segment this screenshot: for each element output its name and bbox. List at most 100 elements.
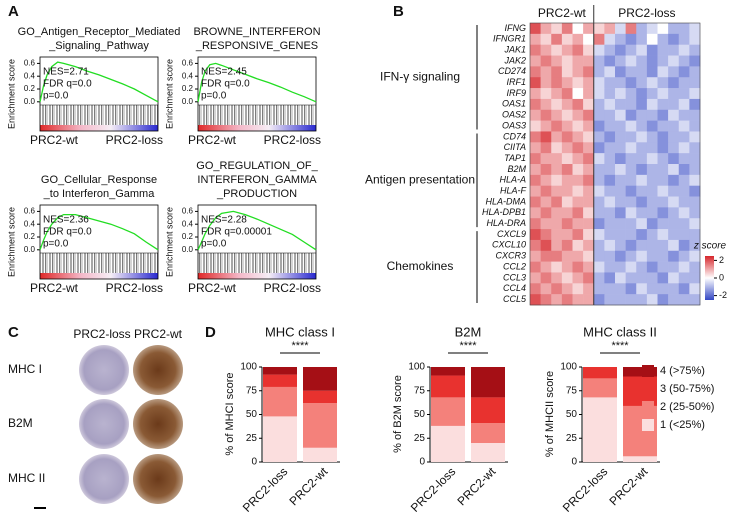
y-tick-label: 0.2 [24, 84, 36, 93]
heatmap-cell [583, 250, 595, 262]
hit-marks [40, 105, 158, 125]
colorbar-tick-label: 2 [719, 255, 724, 265]
heatmap-cell [604, 196, 616, 208]
heatmap-cell [615, 77, 626, 89]
heatmap-cell [668, 174, 680, 186]
bar-segment [303, 447, 337, 462]
heatmap-cell [572, 109, 584, 121]
gene-label: CXCR3 [495, 251, 526, 261]
heatmap-cell [583, 88, 595, 100]
plot-title: INTERFERON_GAMMA [197, 174, 317, 186]
heatmap-cell [540, 229, 552, 241]
heatmap-cell [668, 44, 680, 56]
heatmap-cell [540, 98, 552, 111]
bar-segment [303, 403, 337, 448]
heatmap-cell [530, 218, 541, 230]
heatmap-cell [530, 164, 541, 176]
heatmap-cell [657, 229, 669, 241]
y-tick-label: 100 [240, 362, 257, 373]
heatmap-cell [551, 239, 563, 252]
gene-label: IRF9 [506, 88, 526, 98]
ihc-image [79, 399, 129, 449]
heatmap-cell [668, 272, 680, 284]
heatmap-cell [572, 185, 584, 197]
heatmap-cell [561, 66, 573, 78]
y-axis-label: Enrichment score [164, 59, 174, 129]
heatmap-cell [561, 294, 573, 306]
heatmap-cell [572, 250, 584, 262]
heatmap-cell [572, 33, 584, 45]
y-axis-label: % of B2M score [392, 375, 404, 453]
heatmap-cell [572, 174, 584, 186]
gene-label: CIITA [504, 142, 526, 152]
heatmap-cell [625, 55, 637, 67]
y-tick-label: 100 [408, 362, 425, 373]
heatmap-cell [583, 142, 595, 154]
stat-annotation: FDR q=0.0 [43, 79, 92, 90]
heatmap-cell [615, 207, 626, 219]
heatmap-cell [551, 44, 563, 56]
heatmap-cell [615, 272, 626, 284]
heatmap-cell [551, 153, 563, 165]
heatmap-cell [583, 294, 595, 306]
heatmap-cell [657, 250, 669, 262]
heatmap-cell [689, 88, 701, 100]
heatmap-cell [668, 66, 680, 78]
heatmap-cell [636, 44, 648, 56]
heatmap-cell [689, 23, 701, 35]
column-group-label: PRC2-loss [618, 6, 675, 20]
y-axis-label: % of MHCI score [224, 372, 236, 455]
heatmap-cell [689, 272, 701, 284]
heatmap-cell [678, 174, 690, 186]
heatmap-cell [615, 164, 626, 176]
plot-title: _Signaling_Pathway [48, 40, 149, 52]
heatmap-cell [561, 109, 573, 121]
row-group-label: Antigen presentation [365, 172, 475, 186]
heatmap-cell [604, 98, 616, 111]
bar-segment [303, 367, 337, 391]
gene-label: OAS2 [502, 110, 526, 120]
heatmap-cell [668, 131, 680, 143]
heatmap-cell [646, 261, 658, 273]
legend-label: 4 (>75%) [660, 365, 705, 377]
heatmap-cell [593, 44, 605, 56]
heatmap-cell [551, 142, 563, 154]
heatmap-cell [625, 142, 637, 154]
colorbar-tick-label: 0 [719, 272, 724, 282]
heatmap-cell [689, 55, 701, 67]
heatmap-cell [678, 153, 690, 165]
heatmap-cell [540, 196, 552, 208]
heatmap-cell [604, 294, 616, 306]
ihc-row-label: MHC I [8, 362, 42, 376]
gene-label: IRF1 [506, 77, 526, 87]
heatmap-cell [689, 294, 701, 306]
bar-segment [263, 416, 297, 462]
heatmap-cell [689, 109, 701, 121]
heatmap-cell [625, 77, 637, 89]
heatmap-cell [530, 283, 541, 295]
ihc-column-label: PRC2-wt [134, 327, 183, 341]
gene-label: HLA-F [500, 185, 527, 195]
heatmap-cell [625, 239, 637, 252]
heatmap-cell [657, 88, 669, 100]
heatmap-cell [561, 283, 573, 295]
heatmap-cell [636, 196, 648, 208]
column-group-label: PRC2-wt [538, 6, 587, 20]
y-axis-label: Enrichment score [164, 207, 174, 277]
heatmap-cell [583, 66, 595, 78]
heatmap-cell [530, 55, 541, 67]
heatmap-cell [678, 88, 690, 100]
heatmap-cell [636, 229, 648, 241]
heatmap-cell [689, 77, 701, 89]
bar-segment [431, 425, 465, 462]
heatmap-cell [583, 55, 595, 67]
heatmap-cell [593, 142, 605, 154]
heatmap-cell [646, 88, 658, 100]
colorbar-title: z score [693, 241, 727, 252]
gene-label: TAP1 [504, 153, 526, 163]
heatmap-cell [593, 33, 605, 45]
heatmap-cell [668, 33, 680, 45]
ihc-row-label: B2M [8, 416, 33, 430]
ihc-column-label: PRC2-loss [73, 327, 130, 341]
bar-segment [623, 405, 657, 457]
